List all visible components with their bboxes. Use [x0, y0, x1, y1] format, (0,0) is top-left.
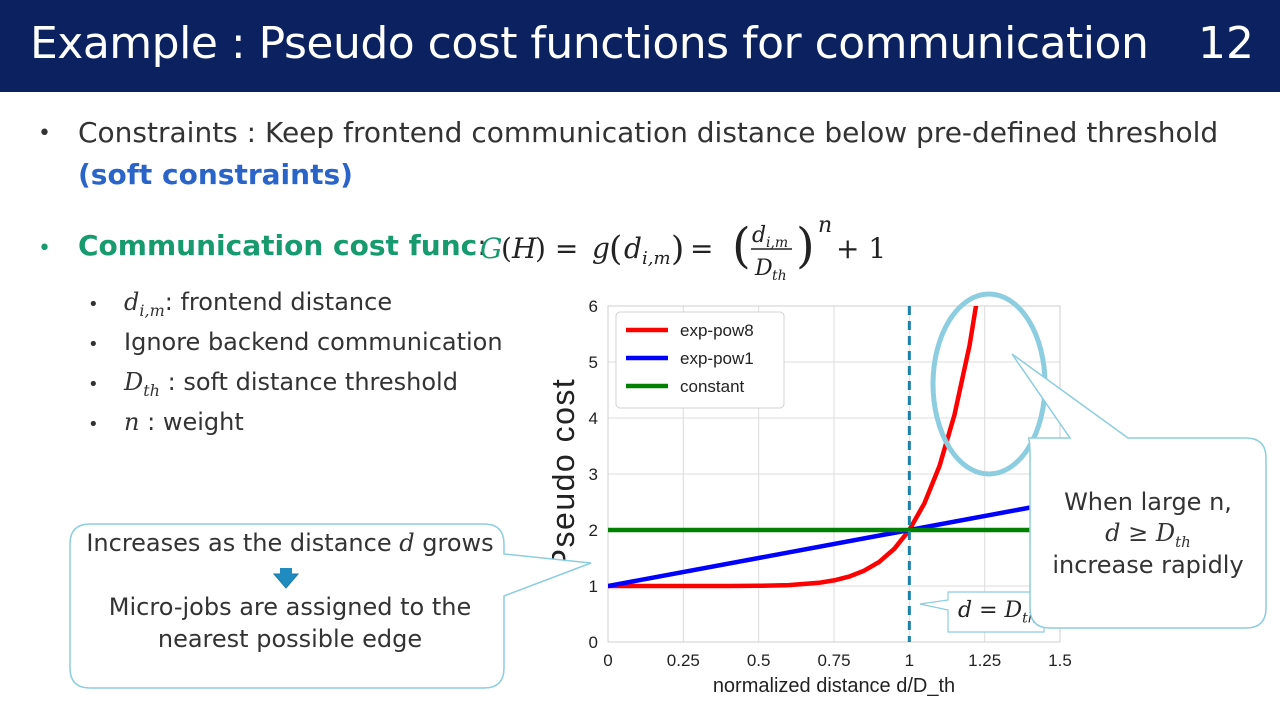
svg-text:n: n — [818, 213, 832, 238]
cost-formula: G ( H ) = g ( d i,m ) = ( d i,m D th ) n… — [480, 213, 886, 284]
svg-text:d: d — [752, 223, 766, 248]
constraints-text: Constraints : Keep frontend communicatio… — [78, 116, 1219, 149]
x-tick-label: 0.5 — [747, 651, 771, 670]
svg-text:) =: ) = — [535, 232, 578, 265]
title-bar: Example : Pseudo cost functions for comm… — [0, 0, 1280, 92]
y-tick-label: 3 — [589, 465, 598, 484]
svg-text:(: ( — [609, 229, 622, 269]
svg-text:H: H — [511, 232, 537, 265]
x-tick-label: 0 — [603, 651, 612, 670]
legend-label-constant: constant — [680, 377, 745, 396]
legend: exp-pow8 exp-pow1 constant — [615, 311, 785, 409]
y-tick-label: 2 — [589, 521, 598, 540]
tick-labels: 0 0.25 0.5 0.75 1 1.25 1.5 0 1 2 3 4 5 6 — [589, 297, 1072, 670]
x-tick-label: 1.25 — [968, 651, 1001, 670]
svg-text:): ) — [671, 229, 684, 269]
y-tick-label: 5 — [589, 353, 598, 372]
legend-label-exp-pow8: exp-pow8 — [680, 321, 754, 340]
sub-bullet-n: n : weight — [124, 408, 244, 436]
threshold-label: d = Dth — [958, 598, 1037, 627]
callout-right-line3: increase rapidly — [1052, 551, 1244, 579]
svg-text:d: d — [624, 232, 642, 265]
y-tick-label: 1 — [589, 577, 598, 596]
x-tick-label: 1 — [905, 651, 914, 670]
sub-bullet-backend: Ignore backend communication — [124, 328, 503, 356]
svg-text:G: G — [480, 232, 502, 265]
cost-func-label: Communication cost func — [78, 229, 478, 262]
sub-bullet-d: di,m: frontend distance — [124, 288, 393, 320]
chart-area: 0 0.25 0.5 0.75 1 1.25 1.5 0 1 2 3 4 5 6 normalized d… — [552, 292, 1080, 705]
x-tick-label: 0.25 — [667, 651, 700, 670]
callout-right-line1: When large n, — [1064, 488, 1232, 516]
sub-bullet-dot: • — [88, 294, 99, 315]
callout-right-shape — [1011, 353, 1267, 629]
cost-func-line: Communication cost func: — [78, 229, 487, 262]
sub-bullet-dth: Dth : soft distance threshold — [124, 368, 458, 400]
soft-constraints-text: (soft constraints) — [78, 158, 353, 191]
svg-text:(: ( — [501, 232, 512, 265]
y-tick-label: 0 — [589, 633, 598, 652]
bullet-dot: • — [38, 121, 51, 146]
callout-right-line2: d ≥ Dth — [1105, 519, 1191, 551]
sub-bullet-dot: • — [88, 414, 99, 435]
svg-text:i,m: i,m — [766, 235, 788, 251]
svg-text:D: D — [754, 256, 773, 281]
slide-title: Example : Pseudo cost functions for comm… — [30, 18, 1149, 69]
series-line-exp-pow1 — [608, 499, 1060, 589]
svg-text:): ) — [796, 218, 815, 274]
legend-label-exp-pow1: exp-pow1 — [680, 349, 754, 368]
series-layer — [608, 306, 1060, 589]
callout-left-line2: Micro-jobs are assigned to the — [108, 593, 472, 621]
series-line-exp-pow8 — [608, 306, 979, 589]
callout-left-line3: nearest possible edge — [157, 625, 423, 653]
page-number: 12 — [1198, 18, 1254, 69]
y-axis-label: Pseudo cost — [552, 378, 581, 571]
svg-text:th: th — [772, 268, 787, 284]
y-tick-label: 4 — [589, 409, 598, 428]
arrow-down-icon-stem — [280, 568, 292, 575]
y-tick-label: 6 — [589, 297, 598, 316]
svg-text:(: ( — [732, 218, 751, 274]
sub-bullet-dot: • — [88, 374, 99, 395]
svg-text:g: g — [592, 232, 610, 265]
callout-left-shape — [69, 523, 592, 689]
x-axis-label: normalized distance d/D_th — [713, 675, 955, 697]
callout-left-line1: Increases as the distance d grows — [86, 529, 494, 557]
bullet-dot: • — [38, 236, 51, 261]
x-tick-label: 1.5 — [1048, 651, 1072, 670]
svg-text:=: = — [690, 232, 713, 265]
sub-bullet-dot: • — [88, 334, 99, 355]
svg-text:i,m: i,m — [642, 248, 671, 269]
x-tick-label: 0.75 — [817, 651, 850, 670]
svg-text:+ 1: + 1 — [836, 232, 886, 265]
